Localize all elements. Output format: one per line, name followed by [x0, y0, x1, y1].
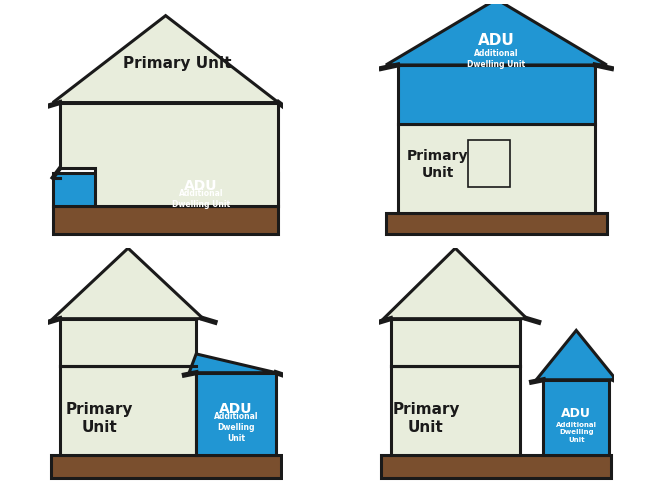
Polygon shape — [60, 103, 279, 206]
Text: Primary
Unit: Primary Unit — [66, 401, 134, 434]
Polygon shape — [53, 249, 203, 319]
Bar — [398, 124, 595, 214]
Text: Primary
Unit: Primary Unit — [407, 149, 469, 180]
Bar — [50, 455, 281, 478]
Bar — [196, 373, 276, 455]
Bar — [53, 174, 279, 206]
Text: ADU: ADU — [478, 33, 515, 47]
Polygon shape — [383, 249, 527, 319]
Text: Primary
Unit: Primary Unit — [392, 401, 459, 434]
Bar — [60, 319, 196, 366]
Text: ADU: ADU — [561, 407, 591, 419]
Text: Additional
Dwelling
Unit: Additional Dwelling Unit — [555, 421, 596, 442]
Bar — [544, 380, 609, 455]
Text: ADU: ADU — [219, 401, 253, 415]
Polygon shape — [536, 331, 616, 380]
Polygon shape — [53, 17, 279, 103]
Bar — [468, 141, 510, 188]
Polygon shape — [386, 0, 607, 66]
Bar — [391, 366, 520, 455]
Bar — [60, 366, 196, 455]
Bar — [53, 206, 279, 235]
Polygon shape — [189, 354, 276, 373]
Text: Additional
Dwelling Unit: Additional Dwelling Unit — [467, 49, 526, 69]
Text: ADU: ADU — [184, 179, 218, 192]
Text: Primary Unit: Primary Unit — [123, 56, 232, 71]
Bar — [386, 214, 607, 235]
Text: Additional
Dwelling Unit: Additional Dwelling Unit — [172, 188, 230, 208]
Bar — [398, 66, 595, 124]
Text: Additional
Dwelling
Unit: Additional Dwelling Unit — [214, 411, 258, 443]
Bar — [381, 455, 612, 478]
Bar — [391, 319, 520, 366]
